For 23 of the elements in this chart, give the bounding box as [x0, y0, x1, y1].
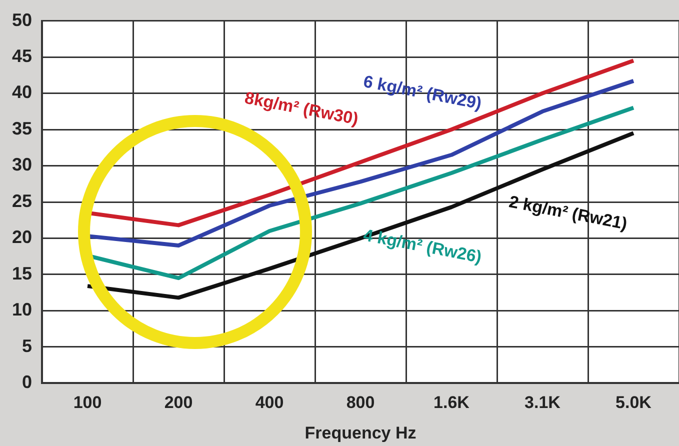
y-tick-label: 50 — [12, 10, 32, 30]
y-tick-label: 15 — [12, 263, 32, 284]
x-tick-label: 5.0K — [616, 393, 652, 412]
text: 2 kg/m² (Rw21) — [507, 192, 629, 234]
y-tick-label: 25 — [12, 190, 32, 211]
y-tick-label: 20 — [12, 227, 32, 248]
y-tick-label: 10 — [12, 300, 32, 320]
text: 4 kg/m² (Rw26) — [362, 225, 484, 267]
x-tick-label: 400 — [255, 393, 284, 412]
x-tick-label: 800 — [346, 393, 375, 412]
x-axis-title: Frequency Hz — [304, 423, 416, 442]
y-tick-label: 5 — [22, 336, 32, 356]
y-tick-label: 40 — [12, 82, 32, 102]
x-tick-label: 100 — [73, 393, 102, 412]
x-tick-label: 200 — [164, 393, 193, 412]
y-tick-label: 0 — [22, 372, 32, 392]
text: 6 kg/m² (Rw29) — [362, 72, 484, 114]
y-tick-label: 35 — [12, 118, 32, 138]
x-tick-label: 1.6K — [434, 393, 470, 412]
text: 8kg/m² (Rw30) — [243, 88, 360, 129]
y-tick-label: 45 — [12, 46, 32, 66]
y-tick-label: 30 — [12, 154, 32, 175]
x-tick-label: 3.1K — [524, 393, 562, 412]
